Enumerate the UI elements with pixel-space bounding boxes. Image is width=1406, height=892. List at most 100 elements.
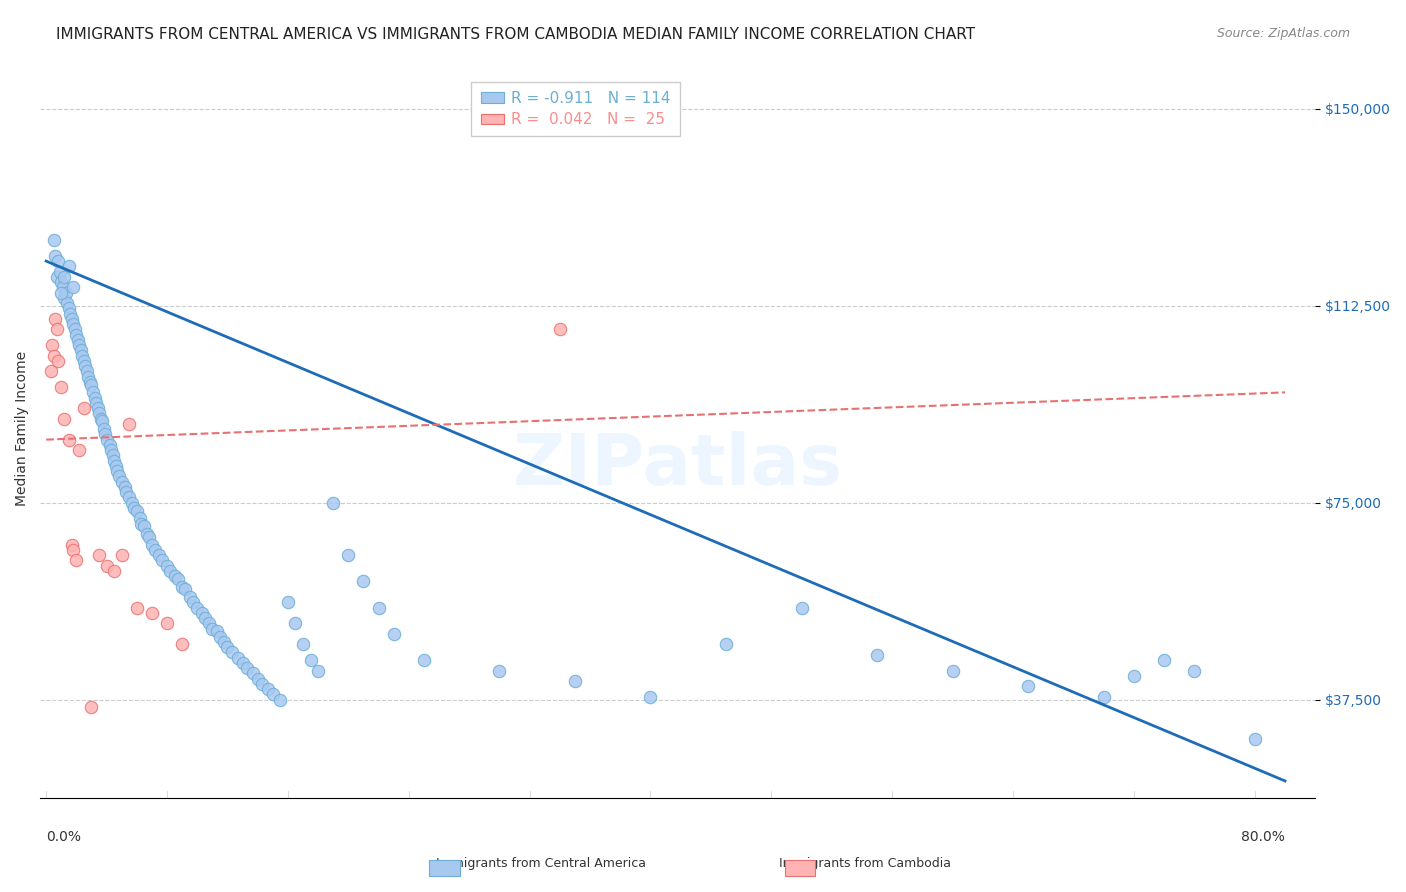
Point	[186, 600, 208, 615]
Text: ZIPatlas: ZIPatlas	[513, 431, 842, 500]
Point	[172, 637, 194, 651]
Point	[412, 653, 434, 667]
Point	[152, 553, 174, 567]
Point	[292, 637, 315, 651]
Point	[114, 480, 136, 494]
Point	[58, 433, 80, 447]
Point	[62, 280, 84, 294]
Point	[51, 275, 73, 289]
Point	[66, 333, 89, 347]
Point	[790, 600, 813, 615]
Point	[62, 542, 84, 557]
Point	[367, 600, 389, 615]
Point	[94, 427, 117, 442]
Point	[201, 622, 224, 636]
Point	[382, 627, 405, 641]
Point	[53, 291, 76, 305]
Point	[138, 530, 160, 544]
Point	[181, 595, 204, 609]
Point	[51, 380, 73, 394]
Point	[322, 496, 344, 510]
Point	[73, 401, 96, 416]
Point	[118, 417, 141, 431]
Point	[136, 527, 159, 541]
Point	[221, 645, 243, 659]
Point	[51, 285, 73, 300]
Point	[156, 616, 179, 631]
Point	[87, 406, 110, 420]
Point	[488, 664, 510, 678]
Y-axis label: Median Family Income: Median Family Income	[15, 351, 30, 507]
Point	[262, 687, 284, 701]
Point	[42, 349, 65, 363]
Point	[174, 582, 197, 597]
Point	[1153, 653, 1175, 667]
Point	[91, 414, 114, 428]
Point	[105, 464, 128, 478]
Point	[107, 469, 129, 483]
Point	[131, 516, 153, 531]
Point	[115, 485, 138, 500]
Point	[86, 401, 108, 416]
Point	[1123, 669, 1146, 683]
Point	[352, 574, 374, 589]
Point	[84, 396, 107, 410]
Point	[93, 422, 115, 436]
Point	[337, 548, 360, 562]
Point	[198, 616, 221, 631]
Point	[299, 653, 322, 667]
Point	[111, 548, 134, 562]
Point	[277, 595, 299, 609]
Point	[156, 558, 179, 573]
Point	[166, 572, 188, 586]
Point	[134, 519, 156, 533]
Point	[1184, 664, 1206, 678]
Point	[548, 322, 571, 336]
Point	[942, 664, 965, 678]
Point	[103, 453, 125, 467]
Point	[141, 538, 163, 552]
Point	[59, 307, 82, 321]
Point	[1243, 731, 1265, 746]
Point	[83, 391, 105, 405]
Point	[87, 548, 110, 562]
Point	[226, 650, 249, 665]
Point	[141, 606, 163, 620]
Point	[70, 343, 93, 358]
Point	[67, 338, 90, 352]
Point	[90, 411, 112, 425]
Point	[121, 496, 143, 510]
Point	[96, 433, 118, 447]
Point	[118, 491, 141, 505]
Point	[46, 254, 69, 268]
Point	[232, 656, 254, 670]
Point	[128, 511, 150, 525]
Point	[214, 635, 236, 649]
Point	[75, 359, 97, 373]
Point	[60, 538, 83, 552]
Point	[44, 249, 66, 263]
Point	[269, 692, 291, 706]
Point	[80, 700, 103, 714]
Point	[77, 369, 100, 384]
Point	[1017, 680, 1039, 694]
Point	[714, 637, 737, 651]
Point	[866, 648, 889, 662]
Point	[73, 354, 96, 368]
Point	[79, 375, 101, 389]
Point	[56, 296, 79, 310]
Point	[80, 377, 103, 392]
Point	[44, 311, 66, 326]
Point	[163, 569, 186, 583]
Point	[101, 449, 124, 463]
Point	[65, 327, 87, 342]
Point	[307, 664, 329, 678]
Text: Immigrants from Cambodia: Immigrants from Cambodia	[779, 856, 950, 870]
Text: 0.0%: 0.0%	[46, 830, 82, 844]
Legend: R = -0.911   N = 114, R =  0.042   N =  25: R = -0.911 N = 114, R = 0.042 N = 25	[471, 82, 681, 136]
Point	[191, 606, 214, 620]
Point	[65, 553, 87, 567]
Point	[640, 690, 662, 704]
Point	[96, 558, 118, 573]
Text: 80.0%: 80.0%	[1241, 830, 1285, 844]
